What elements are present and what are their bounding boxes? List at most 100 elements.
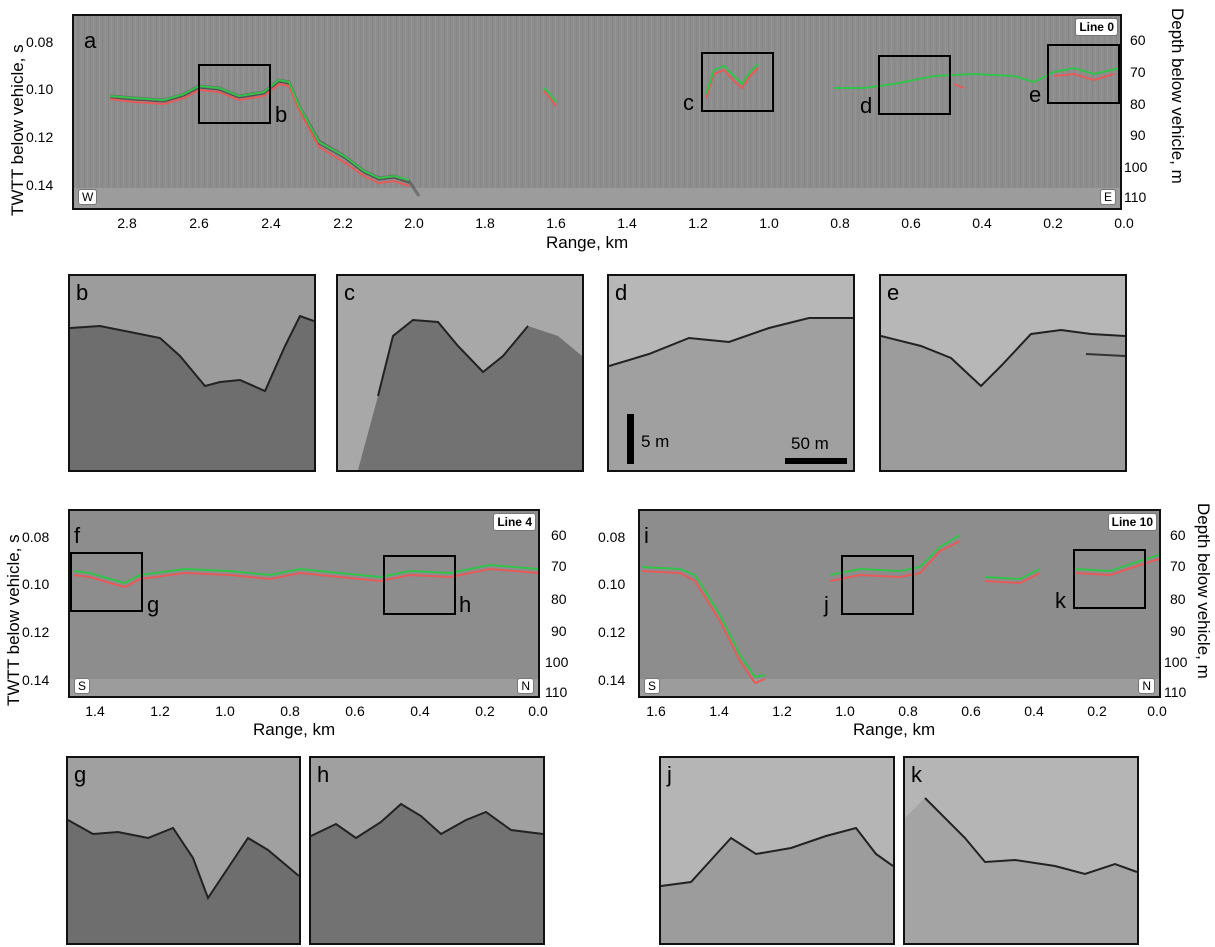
inset-j: j (659, 756, 895, 945)
panel-a-box-c-label: c (683, 90, 694, 115)
panel-i-dir-left: S (644, 678, 661, 694)
panel-a-line-tag: Line 0 (1075, 18, 1118, 36)
panel-i-xtick: 0.4 (1024, 703, 1044, 719)
panel-a-rtick: 110 (1124, 189, 1147, 205)
panel-a-box-e-label: e (1029, 82, 1042, 107)
panel-f-box-g-label: g (147, 592, 160, 617)
panel-a-label: a (84, 28, 97, 53)
panel-f-box-h (383, 555, 456, 615)
panel-a-box-b (198, 64, 271, 124)
panel-a-xtick: 1.8 (475, 215, 495, 231)
panel-a-ytick: 0.10 (26, 81, 54, 97)
panel-a-xtick: 2.6 (189, 215, 209, 231)
panel-i-rtick: 90 (1170, 623, 1186, 639)
panel-f-box-g (70, 552, 143, 612)
inset-h-label: h (317, 762, 330, 787)
panel-i-rtick: 70 (1170, 558, 1186, 574)
panel-i-ytick: 0.14 (598, 672, 626, 688)
panel-i-rtick: 80 (1170, 591, 1186, 607)
panel-a-xtick: 1.0 (759, 215, 779, 231)
panel-a-ytick: 0.14 (26, 177, 54, 193)
panel-a-seismic-profile: a Line 0 W E (72, 14, 1122, 210)
panel-i-rtick: 100 (1164, 654, 1188, 670)
panel-f-rtick: 70 (551, 558, 567, 574)
inset-e: e (879, 274, 1127, 472)
panel-i-ytick: 0.12 (598, 624, 626, 640)
panel-a-box-e (1047, 44, 1120, 104)
panel-i-xtick: 0.6 (961, 703, 981, 719)
panel-i-xtick: 0.2 (1087, 703, 1107, 719)
panel-f-xtick: 0.6 (345, 703, 365, 719)
panel-f-xtick: 1.0 (215, 703, 235, 719)
panel-i-xtick: 1.0 (835, 703, 855, 719)
panel-f-ytick: 0.12 (22, 624, 50, 640)
panel-a-rtick: 90 (1130, 127, 1146, 143)
panel-f-xtick: 0.2 (475, 703, 495, 719)
panel-a-xtick: 2.4 (261, 215, 281, 231)
panel-i-xtick: 1.4 (709, 703, 729, 719)
panel-f-xtick: 1.2 (150, 703, 170, 719)
panel-i-xlabel: Range, km (853, 720, 936, 739)
panel-a-box-c (701, 52, 774, 112)
panel-a-xtick: 0.8 (830, 215, 850, 231)
panel-f-box-h-label: h (459, 592, 472, 617)
panel-a-xtick: 2.8 (117, 215, 137, 231)
panel-a-dir-right: E (1099, 189, 1116, 205)
panel-a-box-d (878, 55, 951, 115)
vertical-scale-bar (627, 414, 634, 464)
panel-i-ytick: 0.10 (598, 576, 626, 592)
panel-i-box-j-label: j (824, 592, 829, 617)
panel-f-rtick: 110 (545, 684, 568, 700)
panel-i-xtick: 1.2 (772, 703, 792, 719)
panel-f-line-tag: Line 4 (493, 513, 536, 531)
panel-f-xtick: 0.4 (410, 703, 430, 719)
panel-a-xtick: 1.4 (617, 215, 637, 231)
inset-d-label: d (615, 280, 628, 305)
horizontal-scale-bar (785, 458, 847, 464)
panel-a-xtick: 1.2 (688, 215, 708, 231)
panel-a-xtick: 0.4 (972, 215, 992, 231)
panel-f-xtick: 0.0 (528, 703, 548, 719)
panel-f-ytick: 0.14 (22, 672, 50, 688)
panel-f-xtick: 1.4 (85, 703, 105, 719)
panel-a-xtick: 2.2 (333, 215, 353, 231)
panel-a-box-d-label: d (860, 93, 873, 118)
inset-b-label: b (76, 280, 89, 305)
panel-f-rtick: 60 (551, 527, 567, 543)
inset-g-label: g (74, 762, 87, 787)
inset-d: d 5 m 50 m (607, 274, 855, 472)
panel-f-dir-right: N (517, 678, 534, 694)
panel-f-dir-left: S (74, 678, 91, 694)
inset-k-label: k (911, 762, 922, 787)
panel-i-ytick: 0.08 (598, 529, 626, 545)
inset-g: g (66, 756, 301, 945)
panel-a-xtick: 0.6 (901, 215, 921, 231)
panel-a-ytick: 0.12 (26, 129, 54, 145)
panel-f-rtick: 90 (551, 623, 567, 639)
panel-i-rlabel: Depth below vehicle, m (1194, 503, 1213, 679)
panel-f-xtick: 0.8 (280, 703, 300, 719)
panel-a-xtick: 2.0 (404, 215, 424, 231)
panel-a-ytick: 0.08 (26, 34, 54, 50)
panel-a-box-b-label: b (275, 102, 288, 127)
panel-f-ytick: 0.10 (22, 576, 50, 592)
panel-a-rtick: 70 (1130, 64, 1146, 80)
inset-c: c (336, 274, 584, 472)
panel-a-pick-green (109, 78, 410, 181)
panel-i-label: i (644, 523, 649, 548)
panel-a-image (74, 16, 1120, 208)
inset-k: k (903, 756, 1139, 945)
panel-a-rtick: 80 (1130, 96, 1146, 112)
panel-i-dir-right: N (1138, 678, 1155, 694)
panel-a-rtick: 60 (1130, 32, 1146, 48)
inset-j-label: j (667, 762, 672, 787)
panel-i-xtick: 0.0 (1147, 703, 1167, 719)
panel-a-xtick: 0.0 (1114, 215, 1134, 231)
panel-i-rtick: 110 (1164, 684, 1187, 700)
panel-f-label: f (74, 523, 81, 548)
panel-a-xtick: 1.6 (546, 215, 566, 231)
panel-a-rtick: 100 (1124, 159, 1148, 175)
horizontal-scale-label: 50 m (791, 434, 829, 453)
inset-c-label: c (344, 280, 355, 305)
inset-e-label: e (887, 280, 900, 305)
